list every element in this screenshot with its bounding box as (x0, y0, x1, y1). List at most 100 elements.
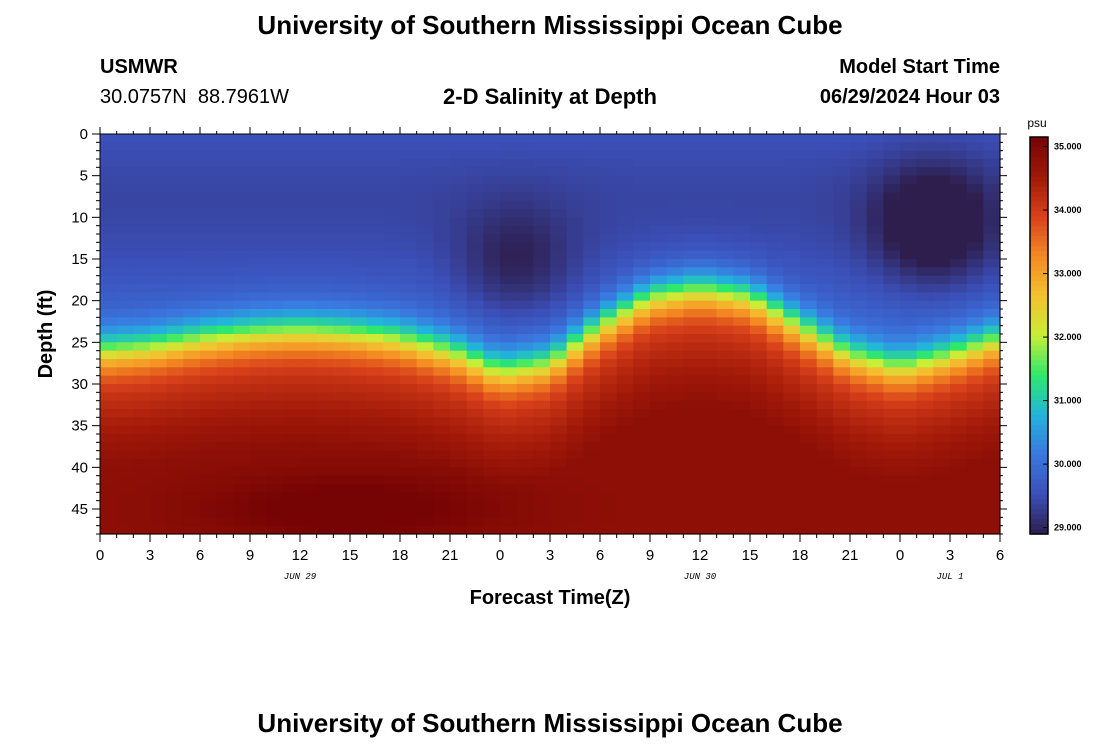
heatmap-cell (983, 467, 1001, 477)
heatmap-cell (316, 275, 334, 285)
heatmap-cell (600, 325, 618, 335)
heatmap-cell (466, 142, 484, 152)
heatmap-cell (133, 167, 151, 177)
colorbar-segment (1030, 524, 1048, 530)
heatmap-cell (850, 300, 868, 310)
heatmap-cell (566, 500, 584, 510)
heatmap-cell (500, 150, 518, 160)
heatmap-cell (550, 434, 568, 443)
heatmap-cell (233, 434, 251, 443)
heatmap-cell (166, 250, 184, 260)
heatmap-cell (116, 467, 134, 477)
heatmap-cell (200, 450, 218, 460)
heatmap-cell (916, 525, 934, 535)
heatmap-cell (133, 509, 151, 518)
heatmap-cell (266, 250, 284, 260)
heatmap-cell (583, 417, 601, 427)
heatmap-cell (166, 200, 184, 210)
heatmap-cell (816, 417, 834, 427)
heatmap-cell (583, 342, 601, 352)
heatmap-cell (733, 175, 751, 185)
heatmap-cell (950, 192, 968, 202)
heatmap-cell (700, 425, 718, 435)
heatmap-cell (216, 234, 234, 243)
heatmap-cell (100, 342, 118, 352)
heatmap-cell (200, 367, 218, 377)
heatmap-cell (116, 225, 134, 235)
heatmap-cell (633, 242, 651, 252)
heatmap-cell (300, 467, 318, 477)
heatmap-cell (483, 434, 501, 443)
heatmap-cell (933, 425, 951, 435)
heatmap-cell (800, 167, 818, 177)
heatmap-cell (666, 367, 684, 377)
heatmap-cell (816, 484, 834, 493)
heatmap-cell (850, 484, 868, 493)
heatmap-cell (550, 300, 568, 310)
heatmap-cell (266, 334, 284, 343)
heatmap-cell (983, 259, 1001, 268)
heatmap-cell (216, 142, 234, 152)
heatmap-cell (166, 225, 184, 235)
heatmap-cell (150, 350, 168, 360)
heatmap-cell (633, 317, 651, 327)
heatmap-cell (733, 200, 751, 210)
heatmap-cell (633, 250, 651, 260)
heatmap-cell (933, 334, 951, 343)
heatmap-cell (483, 292, 501, 302)
heatmap-cell (550, 217, 568, 227)
heatmap-cell (233, 500, 251, 510)
heatmap-cell (633, 367, 651, 377)
colorbar-segment (1030, 275, 1048, 282)
heatmap-cell (333, 375, 351, 385)
heatmap-cell (533, 500, 551, 510)
heatmap-cell (516, 134, 534, 143)
heatmap-cell (716, 150, 734, 160)
heatmap-cell (983, 267, 1001, 277)
heatmap-cell (566, 484, 584, 493)
heatmap-cell (450, 275, 468, 285)
heatmap-cell (550, 175, 568, 185)
heatmap-cell (716, 200, 734, 210)
heatmap-cell (516, 417, 534, 427)
heatmap-cell (183, 242, 201, 252)
heatmap-cell (400, 200, 418, 210)
heatmap-cell (966, 442, 984, 452)
heatmap-cell (200, 525, 218, 535)
heatmap-cell (950, 450, 968, 460)
heatmap-cell (133, 209, 151, 218)
heatmap-cell (600, 342, 618, 352)
heatmap-cell (733, 417, 751, 427)
heatmap-cell (133, 242, 151, 252)
heatmap-cell (850, 459, 868, 468)
heatmap-cell (483, 225, 501, 235)
heatmap-cell (800, 209, 818, 218)
heatmap-cell (466, 192, 484, 202)
heatmap-cell (766, 417, 784, 427)
heatmap-cell (216, 200, 234, 210)
heatmap-cell (950, 325, 968, 335)
colorbar-segment (1030, 449, 1048, 456)
heatmap-cell (833, 142, 851, 152)
heatmap-cell (216, 217, 234, 227)
heatmap-cell (716, 317, 734, 327)
heatmap-cell (666, 525, 684, 535)
heatmap-cell (900, 267, 918, 277)
heatmap-cell (333, 367, 351, 377)
heatmap-cell (216, 442, 234, 452)
heatmap-cell (400, 167, 418, 177)
heatmap-cell (616, 492, 634, 502)
heatmap-cell (950, 434, 968, 443)
heatmap-cell (316, 242, 334, 252)
heatmap-cell (866, 134, 884, 143)
heatmap-cell (100, 134, 118, 143)
heatmap-cell (950, 442, 968, 452)
heatmap-cell (266, 300, 284, 310)
heatmap-cell (433, 334, 451, 343)
heatmap-cell (200, 375, 218, 385)
heatmap-cell (850, 275, 868, 285)
heatmap-cell (533, 159, 551, 168)
heatmap-cell (416, 292, 434, 302)
heatmap-cell (833, 367, 851, 377)
heatmap-cell (716, 525, 734, 535)
